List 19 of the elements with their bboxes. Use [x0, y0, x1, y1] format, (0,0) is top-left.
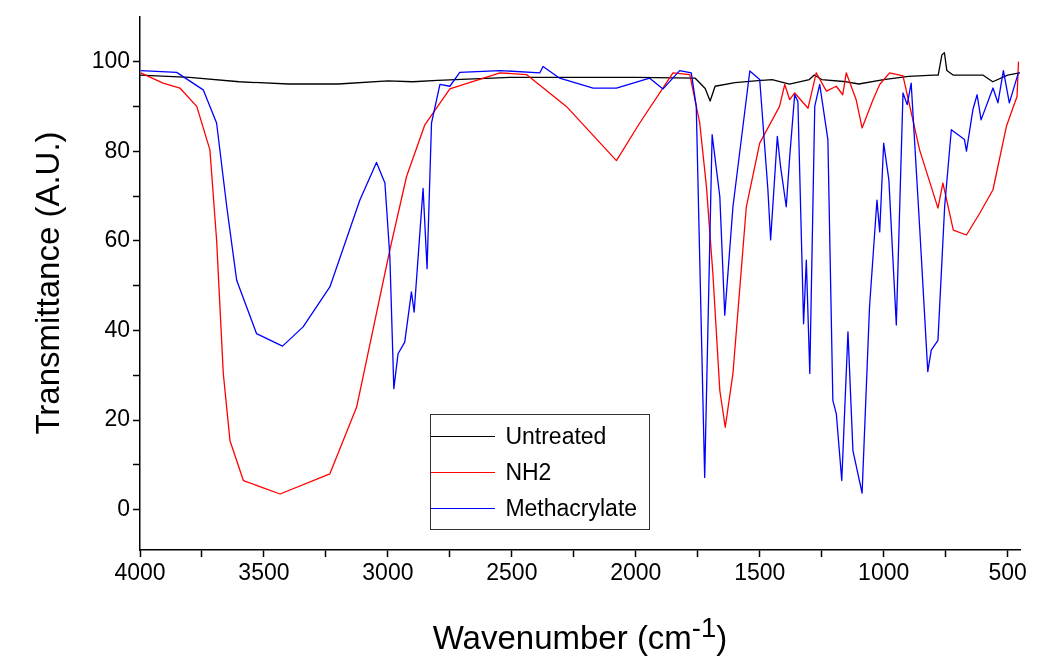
- x-tick-label: 2000: [610, 559, 662, 586]
- y-tick-label: 60: [104, 226, 130, 253]
- legend-label: Methacrylate: [505, 494, 638, 523]
- x-tick-label: 1500: [734, 559, 786, 586]
- legend-label: Untreated: [505, 422, 607, 451]
- x-tick-label: 3500: [238, 559, 290, 586]
- x-tick-label: 4000: [114, 559, 166, 586]
- x-tick-label: 3000: [362, 559, 414, 586]
- y-tick-label: 100: [91, 46, 130, 73]
- x-tick-label: 500: [988, 559, 1027, 586]
- y-axis-title: Transmittance (A.U.): [29, 130, 67, 435]
- x-axis-title: Wavenumber (cm$^{-1}$): [431, 612, 729, 657]
- y-tick-label: 20: [104, 405, 130, 432]
- legend-label: NH2: [505, 458, 552, 487]
- x-tick-label: 1000: [858, 559, 910, 586]
- y-tick-label: 80: [104, 136, 130, 163]
- y-tick-label: 0: [117, 495, 130, 522]
- x-tick-label: 2500: [486, 559, 538, 586]
- y-tick-label: 40: [104, 315, 130, 342]
